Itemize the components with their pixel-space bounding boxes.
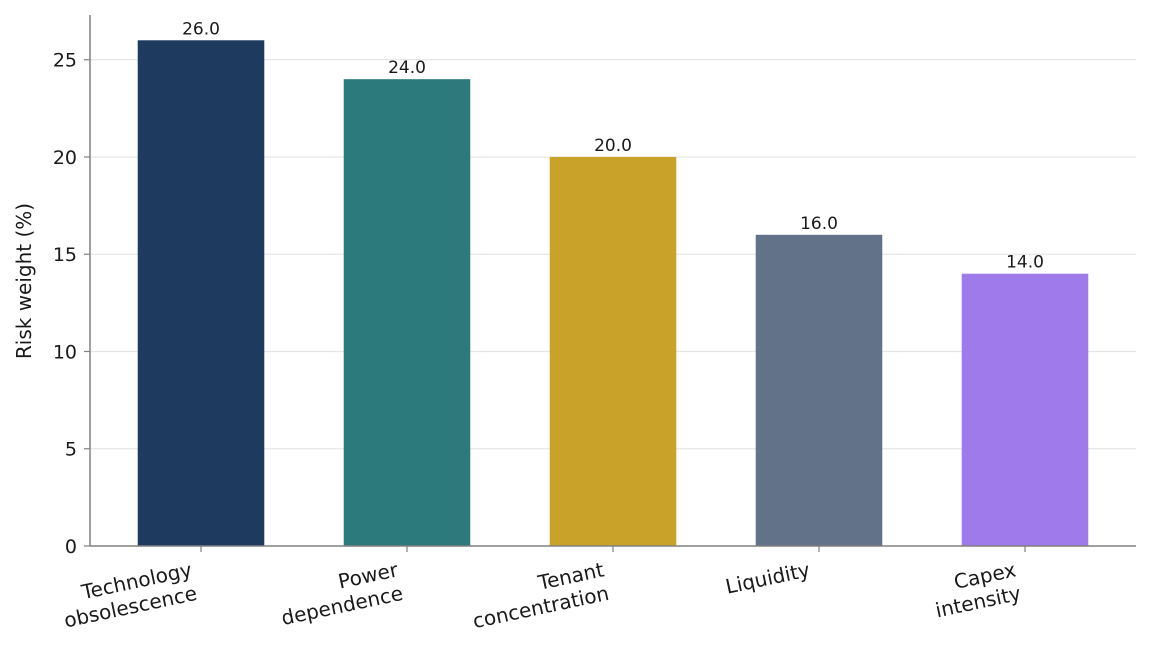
- bar: [961, 273, 1089, 546]
- y-axis-title: Risk weight (%): [12, 203, 36, 359]
- axes-layer: [84, 15, 1136, 552]
- y-tick-label: 25: [53, 50, 77, 72]
- y-tick-label: 15: [53, 244, 77, 266]
- y-tick-label: 5: [65, 439, 77, 461]
- y-tick-label: 0: [65, 536, 77, 558]
- bar-value-label: 24.0: [388, 58, 426, 78]
- bar: [549, 156, 677, 546]
- bars-layer: [137, 40, 1089, 547]
- y-tick-label: 20: [53, 147, 77, 169]
- x-tick-label: Liquidity: [723, 557, 812, 598]
- bar: [343, 79, 471, 546]
- bar-value-label: 20.0: [594, 136, 632, 156]
- y-tick-label: 10: [53, 341, 77, 363]
- bar: [755, 234, 883, 547]
- bar: [137, 40, 265, 547]
- bar-value-label: 14.0: [1006, 253, 1044, 273]
- x-tick-label-line: Liquidity: [723, 557, 812, 598]
- bar-value-label: 16.0: [800, 214, 838, 234]
- bar-value-label: 26.0: [182, 19, 220, 39]
